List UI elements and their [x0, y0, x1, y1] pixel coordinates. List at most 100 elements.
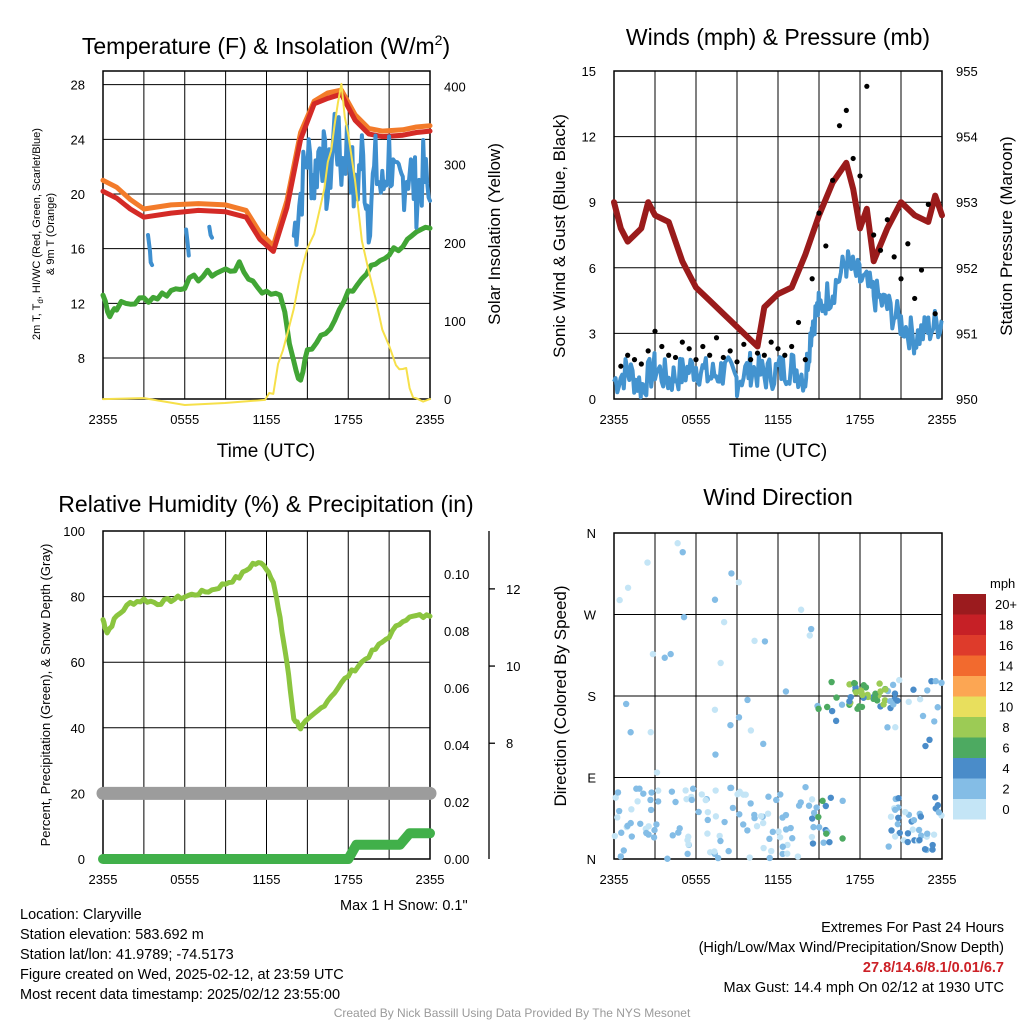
temp-ylabel-line2: & 9m T (Orange) — [45, 193, 57, 275]
legend-label: 14 — [999, 659, 1013, 674]
dir-point — [876, 680, 883, 687]
dir-point — [611, 832, 619, 840]
gust-point — [857, 173, 863, 179]
dir-point — [827, 794, 835, 801]
dir-point — [615, 807, 623, 815]
dir-point — [717, 837, 724, 845]
dir-frame — [613, 532, 943, 860]
rh-ytick: 60 — [71, 655, 85, 670]
dir-point — [828, 678, 835, 686]
dir-point — [838, 701, 846, 708]
dir-point — [916, 836, 923, 844]
winds-series-pressure — [611, 159, 945, 350]
dir-point — [679, 548, 686, 556]
legend-swatch — [953, 676, 986, 697]
winds-y2tick: 954 — [956, 130, 978, 145]
winds-y2tick: 952 — [956, 261, 978, 276]
legend-swatch — [953, 635, 986, 656]
winds-y2label: Station Pressure (Maroon) — [997, 136, 1016, 335]
dir-point — [787, 824, 794, 832]
dir-point — [769, 828, 777, 836]
rh-frame — [102, 530, 431, 860]
dir-point — [620, 847, 627, 854]
temp-ytick: 16 — [71, 242, 85, 257]
temp-ytick: 8 — [78, 351, 85, 366]
dir-point — [614, 789, 622, 796]
dir-point — [872, 690, 879, 697]
dir-point — [839, 835, 846, 842]
dir-point — [885, 843, 892, 850]
dir-point — [704, 808, 712, 816]
legend-label: 16 — [999, 638, 1013, 653]
gust-point — [700, 343, 706, 350]
rh-xtick: 1155 — [253, 872, 281, 887]
gust-point — [795, 319, 802, 326]
gust-point — [666, 352, 672, 358]
legend-swatch — [953, 778, 986, 799]
gust-point — [877, 247, 884, 253]
dir-point — [711, 706, 719, 713]
gust-point — [686, 346, 692, 352]
dir-point — [744, 827, 751, 834]
temp-ytick: 12 — [71, 296, 85, 311]
dir-point — [727, 784, 735, 792]
dir-point — [823, 830, 830, 837]
gust-point — [645, 348, 651, 354]
dir-point — [618, 829, 625, 836]
rh-ytick: 80 — [71, 590, 85, 605]
dir-point — [833, 694, 840, 701]
dir-point — [915, 826, 923, 834]
latlon-text: Station lat/lon: 41.9789; -74.5173 — [20, 947, 234, 963]
winds-ytick: 6 — [589, 261, 596, 276]
temp-y2tick: 300 — [444, 158, 466, 173]
elevation-text: Station elevation: 583.692 m — [20, 927, 204, 943]
dir-point — [884, 724, 891, 731]
temp-wind-chill-fragment — [146, 233, 155, 268]
gust-point — [898, 276, 904, 282]
dir-point — [654, 787, 662, 794]
rh-ytick: 20 — [71, 786, 85, 801]
dir-point — [746, 854, 753, 861]
dir-point — [797, 799, 804, 806]
legend-label: 4 — [1002, 761, 1009, 776]
dir-legend — [953, 594, 986, 820]
dir-point — [891, 690, 899, 697]
gust-point — [864, 83, 870, 89]
dir-point — [622, 700, 630, 708]
rh-y2tick: 0.08 — [444, 624, 469, 639]
dir-point — [676, 825, 683, 832]
rh-ytick: 100 — [63, 524, 85, 539]
dir-xtick: 1155 — [764, 872, 792, 887]
extremes-description: (High/Low/Max Wind/Precipitation/Snow De… — [698, 940, 1004, 956]
dir-border — [613, 532, 943, 860]
dir-point — [922, 742, 929, 750]
gust-point — [802, 357, 808, 363]
dir-xtick: 1755 — [846, 872, 875, 887]
dir-point — [809, 815, 816, 822]
gust-point — [775, 346, 781, 352]
gust-point — [816, 210, 822, 216]
dir-point — [714, 854, 722, 862]
dir-xtick: 2355 — [600, 872, 629, 887]
dir-point — [674, 540, 681, 547]
dir-point — [822, 802, 830, 810]
dir-point — [640, 790, 647, 797]
dir-xtick: 2355 — [928, 872, 957, 887]
rh-xtick: 2355 — [416, 872, 445, 887]
dir-point — [653, 821, 660, 828]
dir-point — [904, 838, 911, 846]
dir-point — [901, 808, 909, 816]
rh-y2tick: 0.10 — [444, 567, 469, 582]
temp-xtick: 2355 — [89, 412, 118, 427]
gust-point — [830, 177, 836, 183]
dir-ytick: N — [587, 526, 596, 541]
dir-point — [904, 830, 912, 837]
winds-xtick: 0555 — [682, 412, 711, 427]
dir-point — [614, 814, 621, 821]
dir-point — [637, 820, 644, 827]
legend-label: 2 — [1002, 782, 1009, 797]
temp-ytick: 28 — [71, 78, 85, 93]
dir-ytick: W — [584, 608, 597, 623]
legend-label: 10 — [999, 700, 1013, 715]
